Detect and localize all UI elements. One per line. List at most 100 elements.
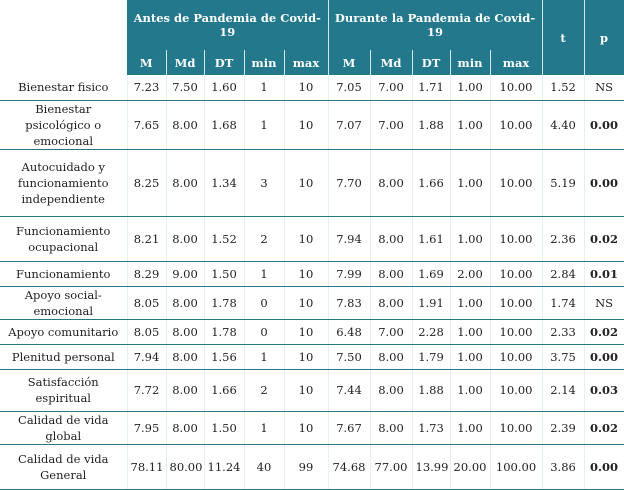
cell: 8.00 (166, 319, 205, 345)
row-label: Autocuidado y funcionamiento independien… (0, 149, 128, 217)
cell: 8.00 (370, 411, 413, 445)
column-header: t (542, 0, 585, 75)
cell: 5.19 (542, 149, 585, 217)
table-row: Apoyo comunitario 8.05 8.00 1.78 0 10 6.48 7.00… (0, 319, 624, 345)
cell: 1.66 (204, 369, 245, 412)
cell: 0 (244, 319, 285, 345)
cell: 1.74 (542, 286, 585, 320)
cell: 8.05 (127, 286, 167, 320)
cell: 74.68 (328, 444, 371, 490)
cell: 100.00 (490, 444, 543, 490)
cell: 3.86 (542, 444, 585, 490)
cell: 1.61 (412, 216, 451, 262)
cell: 8.00 (370, 344, 413, 370)
cell: 20.00 (450, 444, 491, 490)
cell: 10.00 (490, 369, 543, 412)
cell: 1.68 (204, 100, 245, 150)
cell: 7.83 (328, 286, 371, 320)
cell: 1.79 (412, 344, 451, 370)
cell: 1.34 (204, 149, 245, 217)
cell: 6.48 (328, 319, 371, 345)
cell: 1.73 (412, 411, 451, 445)
cell: 1.78 (204, 286, 245, 320)
column-header: M (328, 50, 371, 75)
corner (0, 0, 127, 75)
cell: 2.39 (542, 411, 585, 445)
cell: 8.21 (127, 216, 167, 262)
cell: 1.71 (412, 75, 451, 101)
cell: 2 (244, 369, 285, 412)
row-label: Calidad de vida global (0, 411, 128, 445)
row-label: Calidad de vida General (0, 444, 128, 490)
column-header: p (584, 0, 624, 75)
cell: 1.56 (204, 344, 245, 370)
cell: 7.67 (328, 411, 371, 445)
cell: 8.00 (166, 411, 205, 445)
cell: 4.40 (542, 100, 585, 150)
cell: 10.00 (490, 286, 543, 320)
cell: 0.02 (584, 319, 624, 345)
cell: 0.00 (584, 444, 624, 490)
cell: 7.00 (370, 319, 413, 345)
column-header: DT (204, 50, 245, 75)
cell: 10 (284, 344, 329, 370)
table-row: Funcionamiento ocupacional 8.21 8.00 1.52 2 1… (0, 216, 624, 262)
cell: 8.05 (127, 319, 167, 345)
cell: 1.50 (204, 411, 245, 445)
cell: 1.00 (450, 216, 491, 262)
cell: 0.00 (584, 100, 624, 150)
cell: 3.75 (542, 344, 585, 370)
column-header: min (244, 50, 285, 75)
cell: 7.00 (370, 75, 413, 101)
cell: NS (584, 75, 624, 101)
cell: 8.29 (127, 261, 167, 287)
cell: 10.00 (490, 100, 543, 150)
cell: 10 (284, 216, 329, 262)
cell: 8.00 (370, 216, 413, 262)
cell: 1.00 (450, 319, 491, 345)
cell: 8.00 (370, 369, 413, 412)
cell: 2.14 (542, 369, 585, 412)
cell: 7.65 (127, 100, 167, 150)
table-row: Bienestar fisico 7.23 7.50 1.60 1 10 7.05 7.00 1… (0, 75, 624, 101)
cell: 10 (284, 411, 329, 445)
row-label: Plenitud personal (0, 344, 128, 370)
cell: 1.91 (412, 286, 451, 320)
cell: 2.33 (542, 319, 585, 345)
table-row: Apoyo social-emocional 8.05 8.00 1.78 0 10 7.8… (0, 286, 624, 320)
cell: 13.99 (412, 444, 451, 490)
cell: 1 (244, 261, 285, 287)
row-label: Satisfacción espiritual (0, 369, 128, 412)
cell: 7.95 (127, 411, 167, 445)
cell: 1 (244, 411, 285, 445)
cell: 8.00 (370, 286, 413, 320)
cell: 10 (284, 100, 329, 150)
cell: 10.00 (490, 216, 543, 262)
cell: 10.00 (490, 319, 543, 345)
cell: 1.88 (412, 369, 451, 412)
cell: 1.78 (204, 319, 245, 345)
column-header: max (490, 50, 543, 75)
group-header: Antes de Pandemia de Covid-19 (127, 0, 329, 50)
cell: 77.00 (370, 444, 413, 490)
cell: 80.00 (166, 444, 205, 490)
row-label: Apoyo social-emocional (0, 286, 128, 320)
cell: 10.00 (490, 411, 543, 445)
cell: 7.99 (328, 261, 371, 287)
table-row: Autocuidado y funcionamiento independien… (0, 149, 624, 217)
cell: 40 (244, 444, 285, 490)
table-row: Plenitud personal 7.94 8.00 1.56 1 10 7.50 8.00… (0, 344, 624, 370)
row-label: Apoyo comunitario (0, 319, 128, 345)
cell: 2.00 (450, 261, 491, 287)
cell: 8.25 (127, 149, 167, 217)
cell: 0.02 (584, 411, 624, 445)
cell: 1.00 (450, 369, 491, 412)
cell: 2.28 (412, 319, 451, 345)
cell: 7.05 (328, 75, 371, 101)
column-header: min (450, 50, 491, 75)
cell: NS (584, 286, 624, 320)
cell: 1.52 (204, 216, 245, 262)
cell: 1.00 (450, 411, 491, 445)
row-label: Bienestar psicológico o emocional (0, 100, 128, 150)
